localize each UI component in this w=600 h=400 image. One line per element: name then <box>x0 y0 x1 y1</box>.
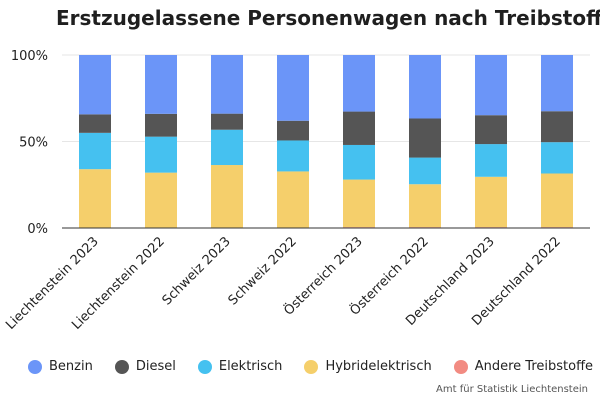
legend-label: Elektrisch <box>218 359 283 374</box>
bar-segment <box>211 113 243 130</box>
x-tick-label: Schweiz 2022 <box>226 234 300 308</box>
bar-segment <box>541 111 573 143</box>
bar-segment <box>541 173 573 228</box>
bar-segment <box>79 132 111 170</box>
legend-swatch <box>197 359 212 374</box>
legend-label: Andere Treibstoffe <box>474 359 594 374</box>
bar-segment <box>409 184 441 228</box>
bar-segment <box>475 55 507 116</box>
bar-segment <box>79 114 111 133</box>
legend-item: Elektrisch <box>197 359 283 374</box>
bar-segment <box>409 55 441 119</box>
legend-label: Benzin <box>49 359 93 374</box>
stacked-bar-chart: 0%50%100%Liechtenstein 2023Liechtenstein… <box>3 49 590 333</box>
bar-segment <box>145 113 177 137</box>
legend-item: Benzin <box>28 359 93 374</box>
legend-label: Diesel <box>135 359 176 374</box>
legend-swatch <box>304 359 319 374</box>
legend: Benzin Diesel Elektrisch Hybridelektrisch An… <box>28 359 593 374</box>
bar-segment <box>343 144 375 180</box>
bar-segment <box>409 157 441 185</box>
bar-segment <box>211 129 243 166</box>
legend-swatch <box>453 359 468 374</box>
legend-swatch <box>28 359 42 374</box>
bar-segment <box>277 140 309 172</box>
bar-segment <box>277 120 309 141</box>
source-note: Amt für Statistik Liechtenstein <box>436 384 588 395</box>
x-tick-label: Schweiz 2023 <box>160 234 234 308</box>
legend-item: Andere Treibstoffe <box>453 359 594 374</box>
bar-segment <box>343 179 375 228</box>
y-tick-label: 0% <box>27 222 48 237</box>
bar-segment <box>211 55 243 114</box>
chart-title: Erstzugelassene Personenwagen nach Treib… <box>56 6 600 30</box>
bar-segment <box>277 55 309 121</box>
y-tick-label: 100% <box>11 49 48 64</box>
bar-segment <box>79 55 111 115</box>
bar-segment <box>145 55 177 114</box>
bar-segment <box>343 55 375 112</box>
y-tick-label: 50% <box>19 136 48 151</box>
legend-item: Diesel <box>114 359 176 374</box>
bar-segment <box>343 111 375 145</box>
legend-swatch <box>114 359 129 374</box>
legend-label: Hybridelektrisch <box>325 359 432 374</box>
bar-segment <box>145 172 177 228</box>
bar-segment <box>475 115 507 145</box>
legend-item: Hybridelektrisch <box>304 359 432 374</box>
bar-segment <box>475 144 507 177</box>
bar-segment <box>409 118 441 158</box>
bar-segment <box>211 165 243 228</box>
bar-segment <box>277 171 309 228</box>
bar-segment <box>541 55 573 112</box>
bar-segment <box>145 136 177 173</box>
bar-segment <box>79 169 111 228</box>
bar-segment <box>541 142 573 174</box>
bar-segment <box>475 176 507 228</box>
